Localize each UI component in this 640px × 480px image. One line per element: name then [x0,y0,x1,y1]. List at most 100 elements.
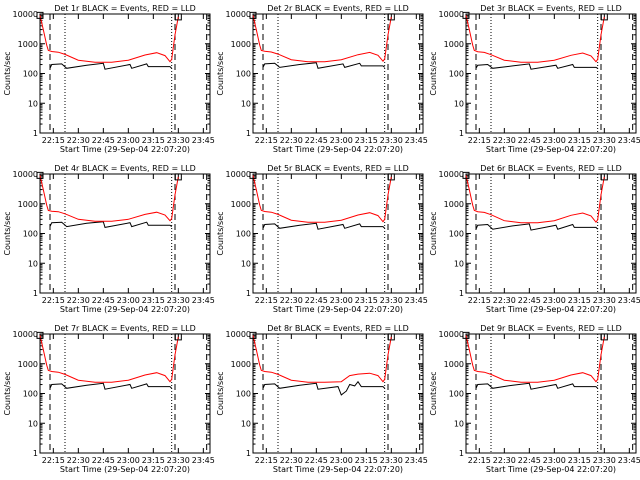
x-tick-label: 22:45 [92,136,115,145]
x-axis-label: Start Time (29-Sep-04 22:07:20) [486,305,616,314]
x-tick-label: 22:45 [518,296,541,305]
y-tick-label: 10 [454,99,464,108]
x-tick-label: 23:15 [355,136,378,145]
x-tick-label: 22:45 [92,296,115,305]
plot-frame [465,13,637,134]
x-tick-label: 23:45 [192,456,215,465]
x-tick-label: 23:15 [142,136,165,145]
x-tick-label: 23:00 [543,296,566,305]
y-axis-label: Counts/sec [429,211,438,255]
chart-panel: Det 2r BLACK = Events, RED = LLD 1 10 100 10… [216,4,428,154]
y-tick-label: 1000 [444,200,464,209]
red-lld-series-line [465,15,605,63]
x-tick-label: 22:15 [468,136,491,145]
x-tick-label: 22:15 [255,456,278,465]
x-tick-label: 22:30 [67,296,90,305]
y-tick-label: 10000 [13,330,38,339]
x-tick-label: 22:15 [42,136,65,145]
range-end-square-marker [174,173,182,181]
chart-panel: Det 1r BLACK = Events, RED = LLD 1 10 100 10… [3,4,215,154]
range-start-square-marker [462,11,470,19]
x-tick-label: 23:30 [593,136,616,145]
chart-title: Det 9r BLACK = Events, RED = LLD [480,324,622,333]
y-axis-label: Counts/sec [3,211,12,255]
y-tick-label: 100 [449,390,464,399]
plot-frame [39,13,211,134]
x-axis-label: Start Time (29-Sep-04 22:07:20) [60,465,190,474]
y-tick-label: 1 [33,449,38,458]
x-tick-label: 22:30 [67,456,90,465]
y-tick-label: 1 [246,129,251,138]
x-tick-label: 22:15 [468,456,491,465]
chart-title: Det 6r BLACK = Events, RED = LLD [480,164,622,173]
chart-title: Det 5r BLACK = Events, RED = LLD [267,164,409,173]
y-tick-label: 10000 [13,10,38,19]
x-tick-label: 23:45 [405,136,428,145]
red-lld-series-line [252,335,392,383]
chart-panel: Det 9r BLACK = Events, RED = LLD 1 10 100 10… [429,324,640,474]
y-axis-label: Counts/sec [3,51,12,95]
x-axis-label: Start Time (29-Sep-04 22:07:20) [273,145,403,154]
x-tick-label: 22:30 [280,296,303,305]
range-start-square-marker [36,11,44,19]
x-tick-label: 23:00 [330,296,353,305]
black-events-series-line [49,62,173,70]
y-tick-label: 100 [236,230,251,239]
y-tick-label: 100 [23,230,38,239]
y-tick-label: 1 [33,129,38,138]
x-tick-label: 23:00 [117,136,140,145]
plot-frame [39,173,211,294]
x-tick-label: 22:30 [67,136,90,145]
y-axis-label: Counts/sec [216,211,225,255]
chart-title: Det 7r BLACK = Events, RED = LLD [54,324,196,333]
range-end-square-marker [600,333,608,341]
y-tick-label: 1000 [231,200,251,209]
y-tick-label: 1 [246,449,251,458]
x-tick-label: 22:45 [518,456,541,465]
x-tick-label: 22:45 [305,296,328,305]
plot-frame [465,333,637,454]
y-tick-label: 1 [33,289,38,298]
x-tick-label: 23:30 [167,136,190,145]
x-tick-label: 23:15 [355,456,378,465]
x-tick-label: 23:30 [380,136,403,145]
x-tick-label: 22:45 [518,136,541,145]
range-start-square-marker [36,331,44,339]
plot-frame [465,173,637,294]
chart-title: Det 8r BLACK = Events, RED = LLD [267,324,409,333]
y-tick-label: 10 [241,99,251,108]
black-events-series-line [475,382,599,390]
x-tick-label: 22:30 [280,456,303,465]
plot-frame [252,173,424,294]
x-tick-label: 23:00 [543,456,566,465]
x-tick-label: 22:45 [92,456,115,465]
x-tick-label: 23:00 [117,456,140,465]
x-tick-label: 23:30 [593,296,616,305]
range-start-square-marker [462,171,470,179]
range-end-square-marker [387,333,395,341]
x-axis-label: Start Time (29-Sep-04 22:07:20) [273,465,403,474]
plot-frame [252,13,424,134]
range-start-square-marker [249,331,257,339]
range-end-square-marker [600,13,608,21]
y-tick-label: 10 [454,259,464,268]
x-tick-label: 22:45 [305,456,328,465]
chart-panel: Det 5r BLACK = Events, RED = LLD 1 10 100 10… [216,164,428,314]
x-axis-label: Start Time (29-Sep-04 22:07:20) [486,465,616,474]
y-tick-label: 1 [459,129,464,138]
x-tick-label: 23:30 [380,456,403,465]
plot-frame [39,333,211,454]
y-tick-label: 100 [23,70,38,79]
chart-panel: Det 3r BLACK = Events, RED = LLD 1 10 100 10… [429,4,640,154]
y-tick-label: 1000 [231,40,251,49]
y-tick-label: 1000 [231,360,251,369]
x-tick-label: 22:15 [255,136,278,145]
x-tick-label: 23:15 [568,296,591,305]
y-tick-label: 1000 [18,360,38,369]
range-end-square-marker [387,173,395,181]
y-tick-label: 10000 [13,170,38,179]
black-events-series-line [262,222,386,230]
red-lld-series-line [465,175,605,224]
x-tick-label: 23:00 [330,136,353,145]
